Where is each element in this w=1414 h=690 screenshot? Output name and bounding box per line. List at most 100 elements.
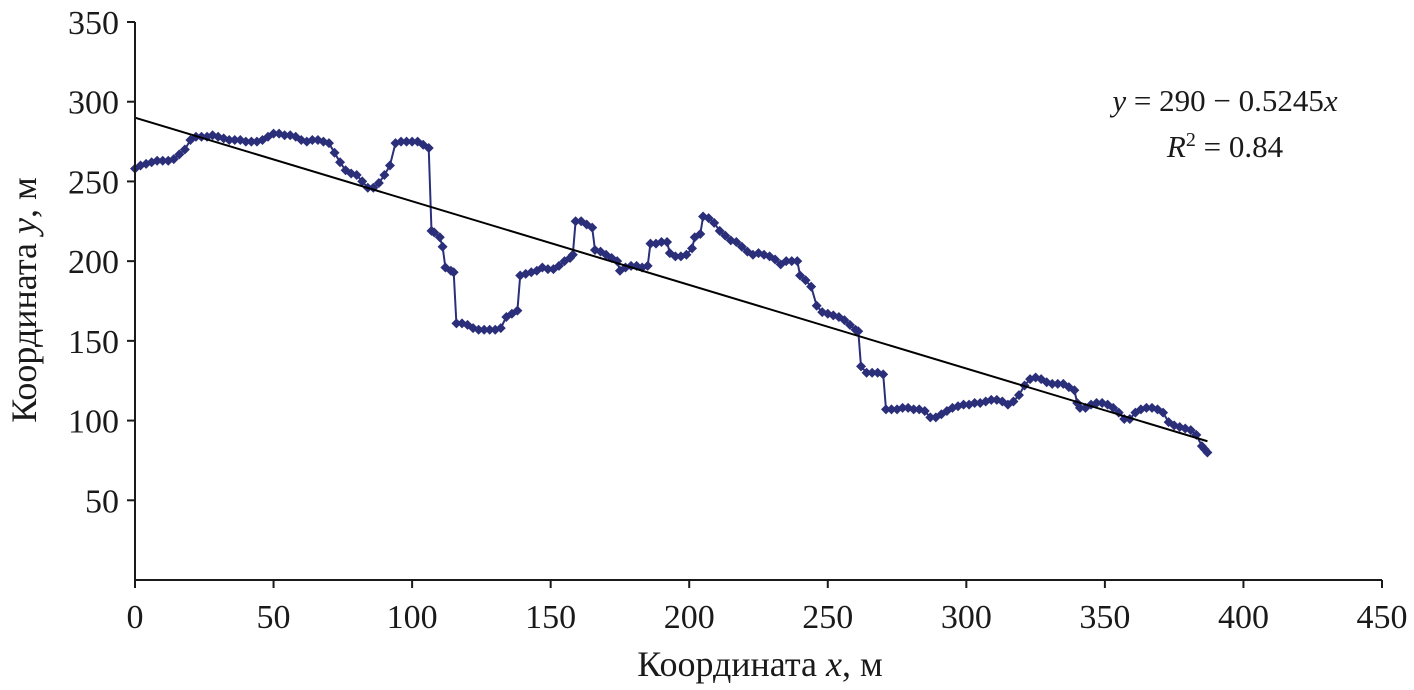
- data-point: [1108, 402, 1119, 413]
- trend-r2: R2 = 0.84: [1166, 129, 1284, 164]
- data-point: [919, 406, 930, 417]
- data-point: [645, 238, 656, 249]
- data-point: [351, 170, 362, 181]
- data-point: [886, 404, 897, 415]
- series-line: [134, 132, 1209, 454]
- data-point: [897, 402, 908, 413]
- data-point: [908, 404, 919, 415]
- data-point: [844, 319, 855, 330]
- data-point: [880, 404, 891, 415]
- data-point: [279, 130, 290, 141]
- data-point: [1141, 402, 1152, 413]
- data-point: [307, 134, 318, 145]
- data-point: [373, 178, 384, 189]
- data-point: [434, 232, 445, 243]
- data-point: [1091, 398, 1102, 409]
- x-tick-label: 450: [1357, 599, 1408, 636]
- data-point: [958, 399, 969, 410]
- trend-equation-y: y: [1109, 83, 1126, 118]
- data-point: [720, 230, 731, 241]
- data-point: [731, 237, 742, 248]
- x-axis-title-suffix: , м: [842, 644, 883, 684]
- data-point: [925, 412, 936, 423]
- data-point: [1185, 425, 1196, 436]
- data-point: [656, 237, 667, 248]
- y-tick-label: 300: [68, 85, 119, 122]
- data-point: [695, 229, 706, 240]
- data-point: [567, 249, 578, 260]
- data-point: [686, 243, 697, 254]
- x-tick-label: 250: [802, 599, 853, 636]
- trend-equation: y = 290 − 0.5245x: [1109, 83, 1337, 118]
- x-tick-label: 400: [1218, 599, 1269, 636]
- data-point: [229, 134, 240, 145]
- data-point: [986, 394, 997, 405]
- data-point: [484, 324, 495, 335]
- data-point: [1069, 385, 1080, 396]
- y-tick-label: 350: [68, 5, 119, 42]
- data-point: [781, 256, 792, 267]
- data-point: [709, 217, 720, 228]
- y-ticks: 50 100 150 200 250 300 350: [68, 5, 135, 520]
- data-point: [168, 154, 179, 165]
- data-point: [268, 128, 279, 139]
- data-point: [401, 136, 412, 147]
- data-point: [423, 142, 434, 153]
- data-point: [323, 138, 334, 149]
- data-point: [379, 170, 390, 181]
- x-tick-label: 150: [525, 599, 576, 636]
- data-point: [224, 134, 235, 145]
- x-axis-title: Координата x, м: [637, 644, 883, 684]
- data-point: [179, 144, 190, 155]
- data-point: [878, 369, 889, 380]
- plot-series: [130, 128, 1213, 458]
- x-axis-title-var: x: [825, 644, 842, 684]
- data-point: [335, 157, 346, 168]
- data-point: [495, 323, 506, 334]
- data-point: [861, 367, 872, 378]
- y-tick-label: 200: [68, 244, 119, 281]
- data-point: [806, 281, 817, 292]
- data-point: [1074, 402, 1085, 413]
- y-axis-title: Координата y, м: [4, 177, 44, 423]
- data-point: [429, 227, 440, 238]
- trend-equation-x: x: [1323, 83, 1338, 118]
- data-point: [1047, 378, 1058, 389]
- trend-r2-symbol: R: [1166, 129, 1186, 164]
- data-point: [839, 315, 850, 326]
- data-point: [329, 147, 340, 158]
- data-point: [570, 216, 581, 227]
- data-point: [448, 267, 459, 278]
- data-point: [670, 251, 681, 262]
- data-point: [642, 260, 653, 271]
- data-point: [384, 160, 395, 171]
- data-point: [152, 155, 163, 166]
- data-point: [853, 326, 864, 337]
- x-ticks: 0 50 100 150 200 250 300 350 400 450: [127, 580, 1408, 636]
- data-point: [681, 249, 692, 260]
- data-point: [512, 305, 523, 316]
- y-axis-title-suffix: , м: [4, 177, 44, 218]
- trend-r2-exponent: 2: [1186, 129, 1196, 151]
- y-axis-title-var: y: [4, 218, 44, 237]
- data-point: [587, 222, 598, 233]
- data-point: [437, 241, 448, 252]
- y-tick-label: 150: [68, 324, 119, 361]
- x-tick-label: 200: [664, 599, 715, 636]
- data-point: [867, 367, 878, 378]
- data-point: [407, 136, 418, 147]
- data-point: [479, 324, 490, 335]
- trend-r2-value: = 0.84: [1196, 129, 1284, 164]
- data-point: [174, 149, 185, 160]
- x-tick-label: 100: [387, 599, 438, 636]
- data-point: [473, 324, 484, 335]
- data-point: [357, 176, 368, 187]
- data-point: [792, 256, 803, 267]
- y-tick-label: 100: [68, 404, 119, 441]
- x-tick-label: 0: [127, 599, 144, 636]
- data-point: [736, 241, 747, 252]
- data-point: [786, 256, 797, 267]
- x-axis-title-prefix: Координата: [637, 644, 826, 684]
- data-point: [714, 225, 725, 236]
